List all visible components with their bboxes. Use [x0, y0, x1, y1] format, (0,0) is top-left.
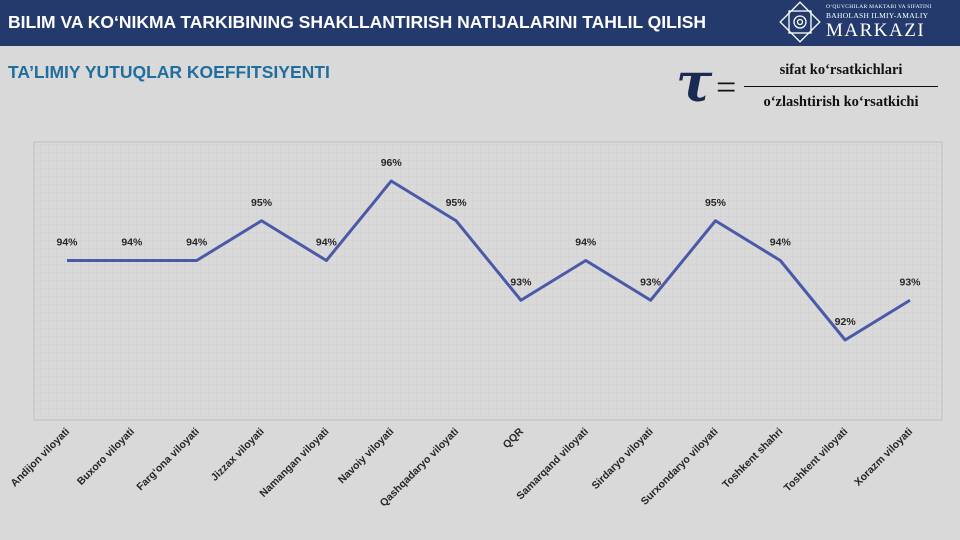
x-tick-label: Samarqand viloyati: [514, 426, 591, 503]
center-logo: O‘QUVCHILAR MAKTABI VA SIFATINI BAHOLASH…: [778, 0, 960, 46]
formula: τ = sifat ko‘rsatkichlari o‘zlashtirish …: [672, 50, 960, 124]
page-title: BILIM VA KO‘NIKMA TARKIBINING SHAKLLANTI…: [8, 12, 707, 32]
data-label: 92%: [835, 316, 857, 328]
tau-symbol: τ: [676, 50, 713, 114]
data-label: 94%: [121, 237, 143, 249]
x-tick-label: Navoiy viloyati: [336, 426, 397, 487]
x-tick-label: QQR: [501, 425, 527, 451]
x-tick-label: Farg‘ona viloyati: [134, 426, 202, 494]
data-label: 94%: [186, 237, 208, 249]
x-tick-label: Andijon viloyati: [8, 426, 72, 490]
chart-title: TA’LIMIY YUTUQLAR KOEFFITSIYENTI: [8, 62, 330, 82]
logo-name: MARKAZI: [826, 20, 926, 41]
formula-denominator: o‘zlashtirish ko‘rsatkichi: [763, 94, 919, 110]
data-label: 94%: [316, 237, 338, 249]
series-line: [67, 179, 911, 342]
data-label: 95%: [705, 197, 727, 209]
data-label: 95%: [446, 197, 468, 209]
data-label: 93%: [899, 276, 921, 288]
x-tick-label: Sirdaryo viloyati: [589, 426, 655, 492]
header-bar: BILIM VA KO‘NIKMA TARKIBINING SHAKLLANTI…: [0, 0, 960, 46]
fraction-bar: [744, 86, 938, 87]
data-label: 93%: [640, 276, 662, 288]
data-label: 95%: [251, 197, 273, 209]
formula-numerator: sifat ko‘rsatkichlari: [779, 62, 903, 78]
equals-sign: =: [716, 67, 737, 107]
logo-line-1: O‘QUVCHILAR MAKTABI VA SIFATINI: [826, 4, 932, 10]
data-label: 96%: [381, 157, 403, 169]
data-label: 94%: [770, 237, 792, 249]
x-tick-label: Xorazm viloyati: [852, 426, 915, 489]
data-label: 94%: [56, 237, 78, 249]
logo-line-2: BAHOLASH ILMIY-AMALIY: [826, 11, 929, 20]
plot-area: [33, 141, 943, 421]
x-tick-label: Buxoro viloyati: [75, 426, 137, 488]
data-label: 93%: [510, 276, 532, 288]
x-tick-label: Jizzax viloyati: [209, 426, 267, 484]
x-tick-label: Toshkent viloyati: [782, 426, 851, 495]
x-tick-label: Namangan viloyati: [257, 426, 331, 500]
data-label: 94%: [575, 237, 597, 249]
x-tick-label: Toshkent shahri: [720, 426, 785, 491]
emblem-icon: [779, 1, 821, 43]
